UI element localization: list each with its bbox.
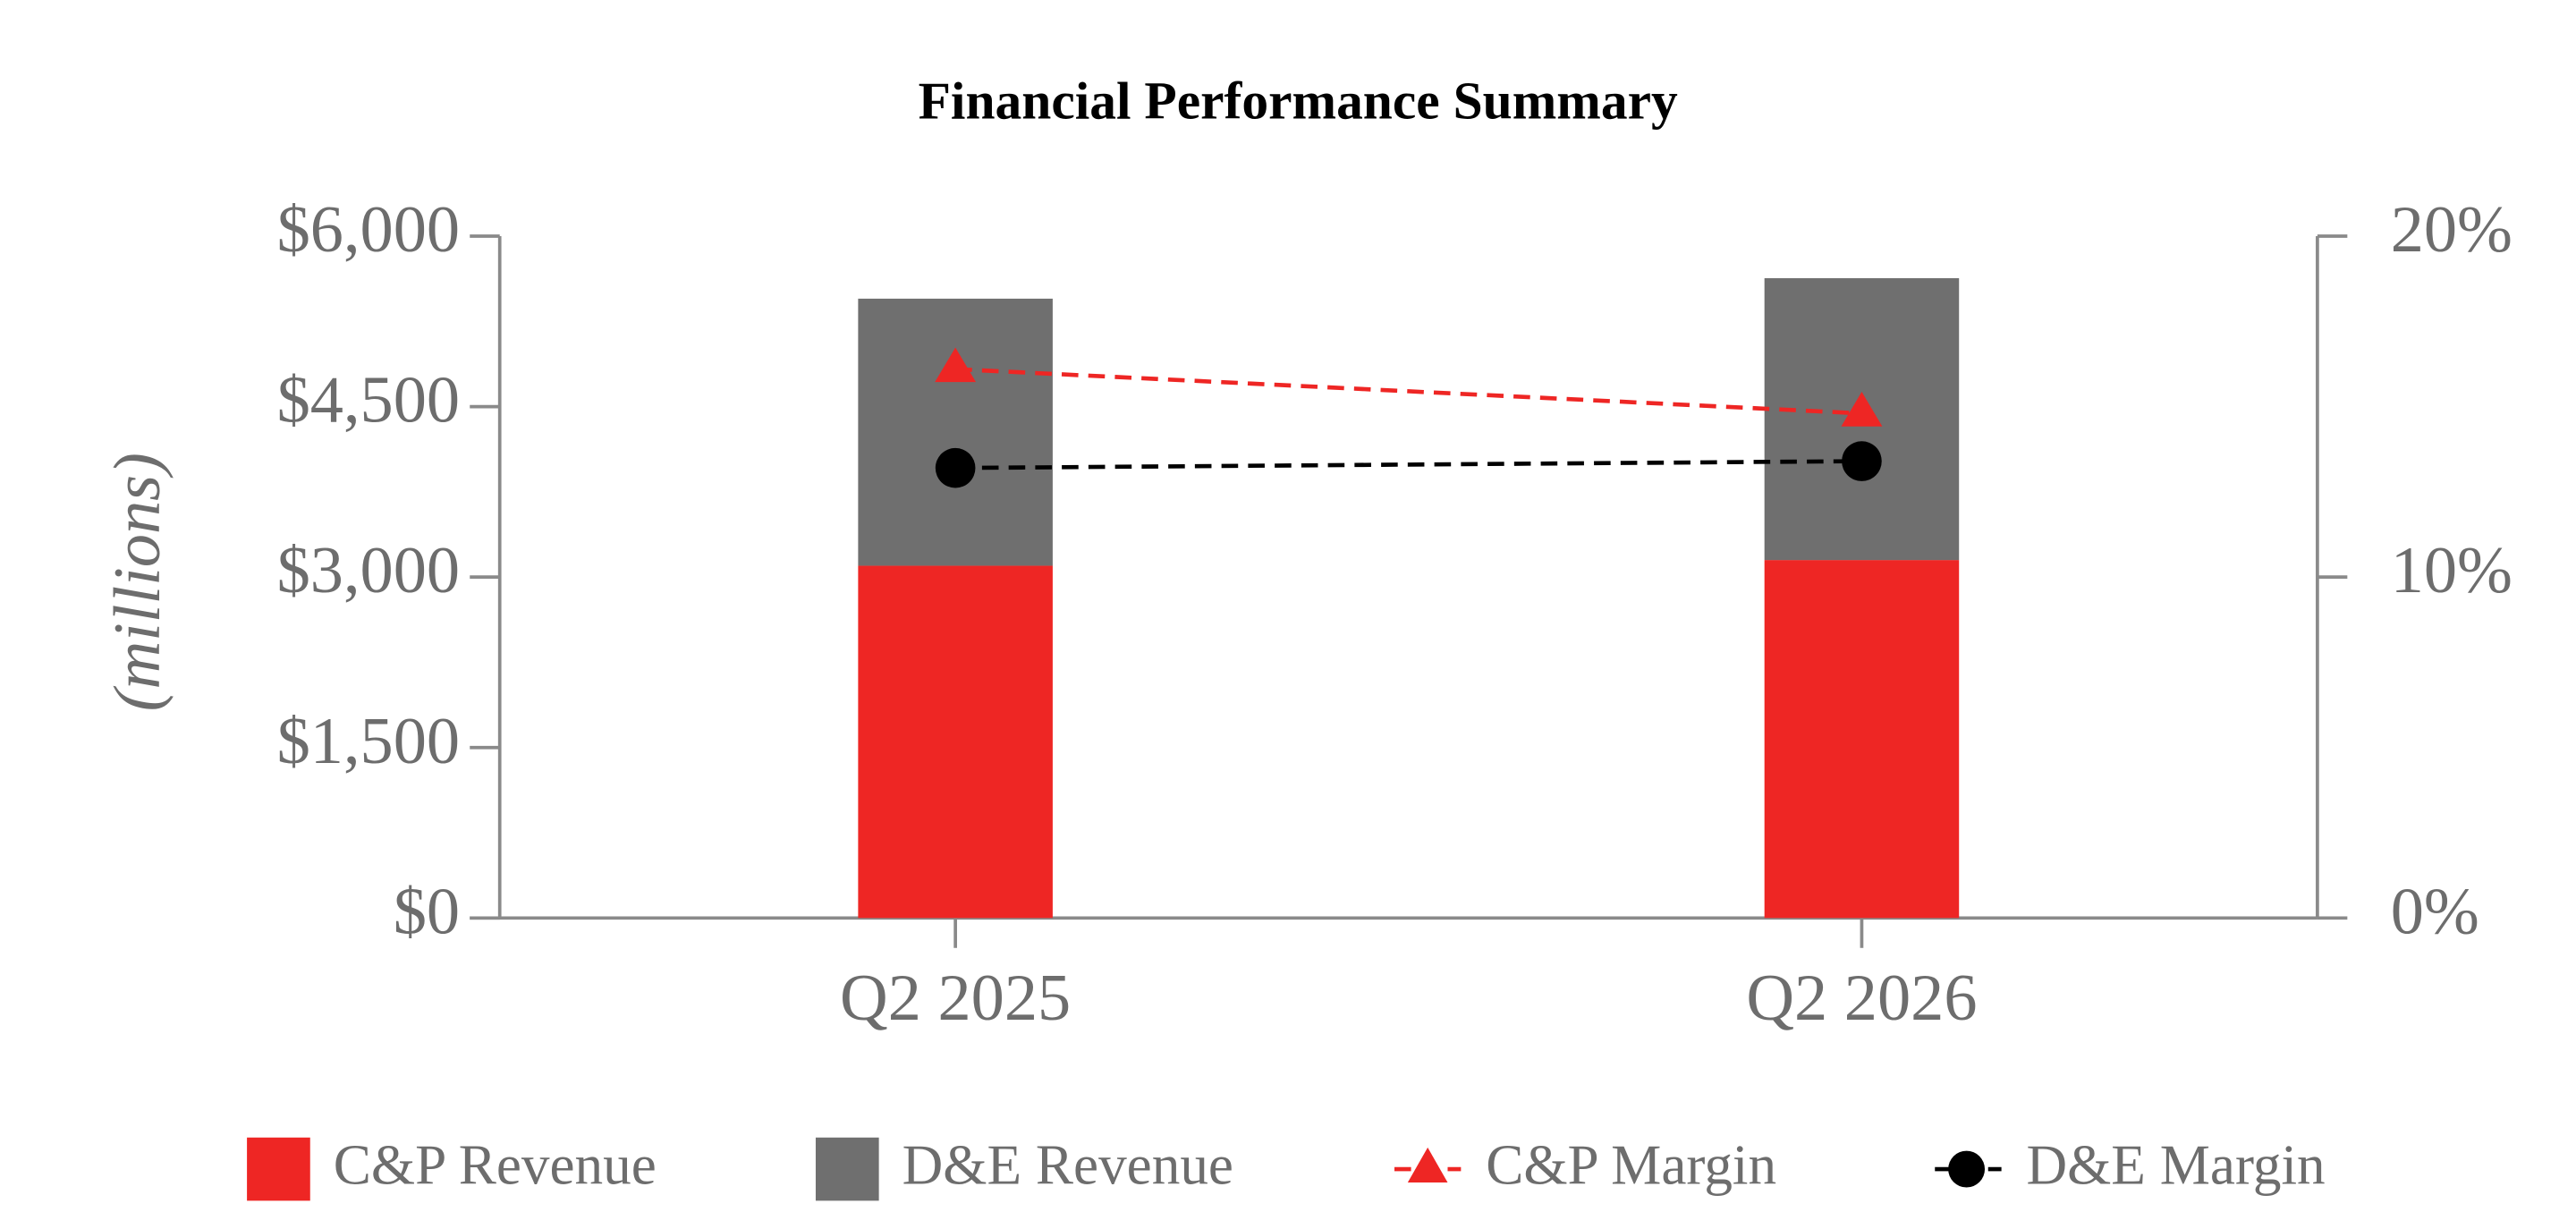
line (955, 367, 1862, 416)
bar-segment (858, 565, 1053, 919)
marker-circle (935, 447, 976, 488)
marker-triangle (935, 347, 977, 383)
marker-circle (1842, 441, 1882, 481)
y-axis-label: (millions) (101, 453, 174, 711)
legend-marker (1407, 1147, 1448, 1182)
bar-segment (858, 298, 1053, 566)
y-tick-label: $4,500 (277, 364, 461, 437)
line (955, 459, 1862, 470)
legend-label: C&P Margin (1486, 1133, 1776, 1196)
legend-label: D&E Margin (2027, 1133, 2326, 1196)
x-tick-label: Q2 2025 (840, 962, 1071, 1035)
marker-triangle (1841, 392, 1883, 427)
bar-segment (1764, 560, 1960, 919)
y-tick-label: $6,000 (277, 193, 461, 267)
y-tick-label: $0 (394, 875, 460, 948)
legend-label: D&E Revenue (902, 1133, 1233, 1196)
legend-marker (1948, 1150, 1986, 1188)
legend-swatch (247, 1137, 310, 1201)
y2-tick-label: 20% (2391, 193, 2512, 267)
x-tick-label: Q2 2026 (1746, 962, 1977, 1035)
legend-label: C&P Revenue (334, 1133, 657, 1196)
y2-tick-label: 0% (2391, 875, 2479, 948)
y2-tick-label: 10% (2391, 534, 2512, 607)
chart-title: Financial Performance Summary (919, 72, 1678, 131)
legend-swatch (815, 1137, 879, 1201)
y-tick-label: $3,000 (277, 534, 461, 607)
y-tick-label: $1,500 (277, 705, 461, 778)
